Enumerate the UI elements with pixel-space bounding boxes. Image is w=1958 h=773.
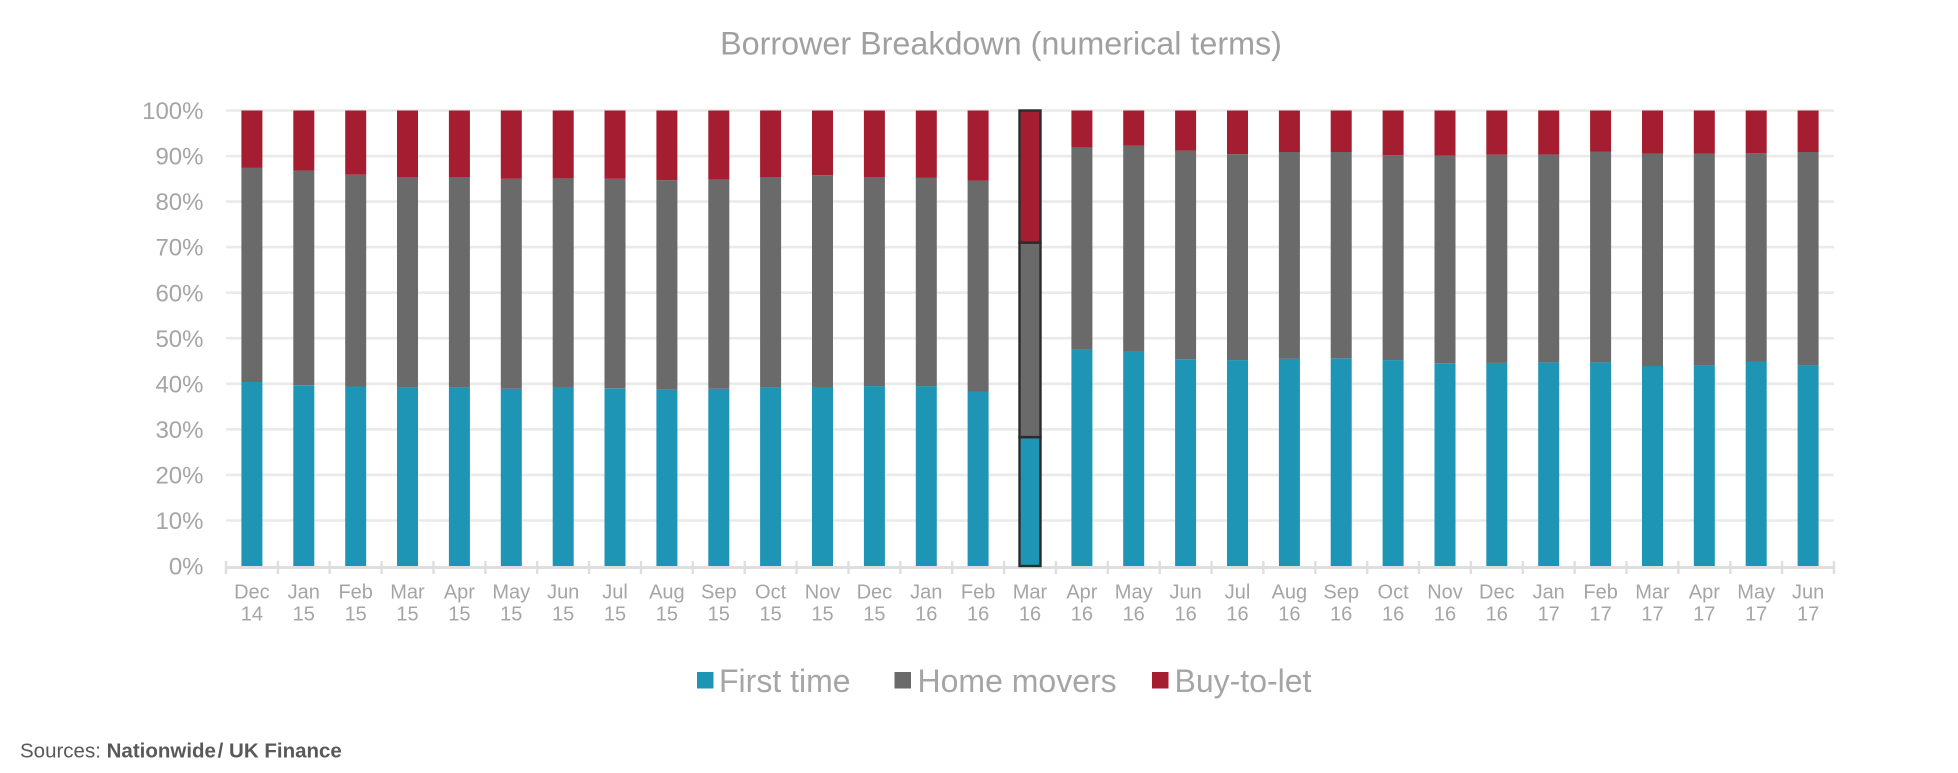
svg-text:Sources: Nationwide / UK Finan: Sources: Nationwide / UK Finance — [20, 740, 342, 763]
svg-text:Dec: Dec — [234, 582, 270, 604]
svg-text:16: 16 — [1434, 604, 1456, 626]
svg-text:Apr: Apr — [444, 582, 475, 604]
svg-text:Jul: Jul — [1225, 582, 1251, 604]
svg-text:Nov: Nov — [805, 582, 841, 604]
svg-text:Apr: Apr — [1066, 582, 1097, 604]
svg-text:30%: 30% — [155, 417, 203, 444]
svg-text:Mar: Mar — [1635, 582, 1670, 604]
svg-text:100%: 100% — [142, 98, 203, 125]
svg-text:Home movers: Home movers — [918, 663, 1117, 699]
svg-text:Mar: Mar — [1013, 582, 1048, 604]
svg-text:15: 15 — [396, 604, 418, 626]
svg-text:40%: 40% — [155, 371, 203, 398]
svg-text:Jan: Jan — [910, 582, 942, 604]
svg-text:Jun: Jun — [1792, 582, 1824, 604]
svg-text:May: May — [492, 582, 530, 604]
svg-text:Jun: Jun — [547, 582, 579, 604]
svg-text:16: 16 — [967, 604, 989, 626]
svg-text:May: May — [1115, 582, 1153, 604]
svg-text:15: 15 — [345, 604, 367, 626]
svg-text:70%: 70% — [155, 235, 203, 262]
svg-text:17: 17 — [1745, 604, 1767, 626]
svg-text:Oct: Oct — [755, 582, 787, 604]
svg-text:16: 16 — [915, 604, 937, 626]
svg-text:Buy-to-let: Buy-to-let — [1175, 663, 1312, 699]
svg-text:16: 16 — [1486, 604, 1508, 626]
svg-text:15: 15 — [552, 604, 574, 626]
svg-text:16: 16 — [1226, 604, 1248, 626]
svg-text:First time: First time — [719, 663, 851, 699]
svg-text:17: 17 — [1641, 604, 1663, 626]
svg-text:Sep: Sep — [1323, 582, 1359, 604]
svg-text:15: 15 — [448, 604, 470, 626]
svg-text:Feb: Feb — [338, 582, 372, 604]
svg-text:Dec: Dec — [857, 582, 893, 604]
svg-text:Apr: Apr — [1689, 582, 1720, 604]
svg-text:17: 17 — [1797, 604, 1819, 626]
svg-text:16: 16 — [1330, 604, 1352, 626]
svg-text:50%: 50% — [155, 326, 203, 353]
svg-text:15: 15 — [811, 604, 833, 626]
svg-text:Dec: Dec — [1479, 582, 1515, 604]
svg-text:15: 15 — [293, 604, 315, 626]
svg-text:Jan: Jan — [1533, 582, 1565, 604]
svg-text:Nov: Nov — [1427, 582, 1463, 604]
svg-text:Feb: Feb — [961, 582, 995, 604]
svg-text:10%: 10% — [155, 508, 203, 535]
svg-text:80%: 80% — [155, 189, 203, 216]
svg-text:Jan: Jan — [288, 582, 320, 604]
svg-text:0%: 0% — [169, 554, 204, 581]
svg-text:16: 16 — [1174, 604, 1196, 626]
svg-text:15: 15 — [604, 604, 626, 626]
svg-text:Oct: Oct — [1378, 582, 1410, 604]
svg-text:15: 15 — [500, 604, 522, 626]
svg-text:17: 17 — [1538, 604, 1560, 626]
svg-text:Aug: Aug — [649, 582, 685, 604]
svg-text:17: 17 — [1589, 604, 1611, 626]
svg-text:15: 15 — [708, 604, 730, 626]
svg-text:16: 16 — [1382, 604, 1404, 626]
svg-text:16: 16 — [1019, 604, 1041, 626]
svg-text:15: 15 — [863, 604, 885, 626]
svg-text:Borrower Breakdown (numerical: Borrower Breakdown (numerical terms) — [720, 26, 1282, 62]
svg-text:15: 15 — [656, 604, 678, 626]
svg-text:16: 16 — [1123, 604, 1145, 626]
svg-text:Sep: Sep — [701, 582, 737, 604]
svg-text:Mar: Mar — [390, 582, 425, 604]
svg-text:60%: 60% — [155, 280, 203, 307]
svg-text:Feb: Feb — [1583, 582, 1617, 604]
svg-text:90%: 90% — [155, 144, 203, 171]
svg-text:20%: 20% — [155, 463, 203, 490]
svg-text:16: 16 — [1278, 604, 1300, 626]
svg-text:15: 15 — [759, 604, 781, 626]
svg-text:14: 14 — [241, 604, 263, 626]
svg-text:16: 16 — [1071, 604, 1093, 626]
svg-text:Jun: Jun — [1169, 582, 1201, 604]
svg-text:Jul: Jul — [602, 582, 628, 604]
svg-text:17: 17 — [1693, 604, 1715, 626]
svg-text:Aug: Aug — [1272, 582, 1308, 604]
svg-text:May: May — [1737, 582, 1775, 604]
